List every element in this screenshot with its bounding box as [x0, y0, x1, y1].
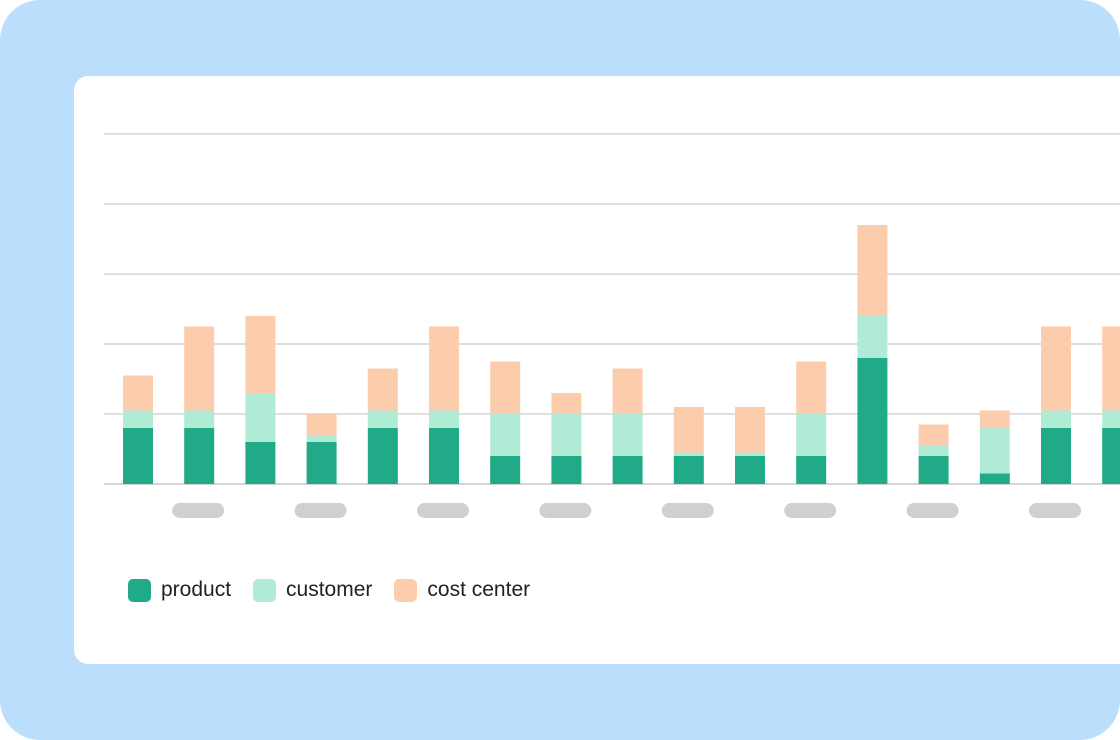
- bar-segment-customer: [796, 414, 827, 456]
- bar-segment-customer: [979, 428, 1010, 474]
- bar-segment-cost-center: [1102, 326, 1120, 411]
- bar-segment-customer: [918, 445, 949, 456]
- bar-segment-customer: [1041, 410, 1071, 428]
- bar-segment-cost-center: [612, 368, 643, 414]
- legend-item-customer: customer: [253, 578, 372, 602]
- bar-segment-cost-center: [367, 368, 398, 411]
- bar-segment-customer: [306, 435, 337, 442]
- bar-segment-cost-center: [735, 407, 765, 453]
- bar-segment-cost-center: [123, 375, 153, 411]
- bar-segment-cost-center: [429, 326, 459, 411]
- bar-segment-product: [1041, 428, 1071, 484]
- bar-segment-product: [123, 428, 153, 484]
- bar-segment-customer: [857, 316, 888, 358]
- legend-swatch-cost-center: [394, 578, 418, 602]
- x-tick-label-placeholder: [172, 503, 225, 518]
- bar-segment-product: [1102, 428, 1120, 484]
- x-tick-label-placeholder: [661, 503, 714, 518]
- bar-segment-customer: [1102, 410, 1120, 428]
- bar-segment-customer: [490, 414, 521, 456]
- bar-segment-product: [673, 456, 704, 484]
- x-tick-label-placeholder: [417, 503, 469, 518]
- bar-segment-customer: [429, 410, 459, 428]
- legend: product customer cost center: [128, 576, 530, 604]
- bar-segment-cost-center: [551, 393, 582, 414]
- legend-label-product: product: [161, 578, 232, 601]
- bar-segment-customer: [184, 410, 215, 428]
- bar-segment-cost-center: [979, 410, 1010, 428]
- x-tick-label-placeholder: [784, 503, 837, 518]
- bar-segment-customer: [367, 410, 398, 428]
- bar-segment-product: [918, 456, 949, 484]
- bar-segment-customer: [735, 452, 765, 456]
- bar-segment-cost-center: [1041, 326, 1071, 411]
- bar-segment-product: [612, 456, 643, 484]
- bar-segment-product: [796, 456, 827, 484]
- bar-segment-cost-center: [918, 424, 949, 446]
- legend-item-product: product: [128, 578, 231, 602]
- bar-segment-customer: [245, 393, 276, 442]
- bar-segment-product: [857, 358, 888, 484]
- bar-segment-product: [306, 442, 337, 484]
- x-tick-label-placeholder: [294, 503, 347, 518]
- x-tick-label-placeholder: [539, 503, 592, 518]
- bar-segment-cost-center: [796, 361, 827, 414]
- legend-item-cost-center: cost center: [394, 578, 530, 602]
- legend-swatch-customer: [253, 578, 277, 602]
- bar-segment-cost-center: [184, 326, 215, 411]
- x-tick-label-placeholder: [1029, 503, 1081, 518]
- bar-segment-product: [367, 428, 398, 484]
- bar-segment-product: [184, 428, 215, 484]
- bar-segment-product: [551, 456, 582, 484]
- bar-segment-customer: [123, 410, 153, 428]
- bar-segment-cost-center: [857, 225, 888, 316]
- bar-segment-product: [490, 456, 521, 484]
- bar-segment-customer: [673, 452, 704, 456]
- bar-segment-product: [735, 456, 765, 484]
- bar-segment-product: [245, 442, 276, 484]
- bar-segment-cost-center: [490, 361, 521, 414]
- bar-segment-customer: [612, 414, 643, 456]
- legend-label-cost-center: cost center: [427, 578, 531, 601]
- bar-segment-product: [979, 473, 1010, 484]
- bar-segment-product: [429, 428, 459, 484]
- x-tick-label-placeholder: [906, 503, 959, 518]
- chart-card: [74, 76, 1120, 664]
- stacked-bar-chart: [104, 133, 1120, 518]
- legend-label-customer: customer: [286, 578, 373, 601]
- bar-segment-cost-center: [673, 407, 704, 453]
- bar-segment-cost-center: [245, 316, 276, 393]
- bar-segment-customer: [551, 414, 582, 456]
- legend-swatch-product: [128, 578, 151, 602]
- bar-segment-cost-center: [306, 414, 337, 435]
